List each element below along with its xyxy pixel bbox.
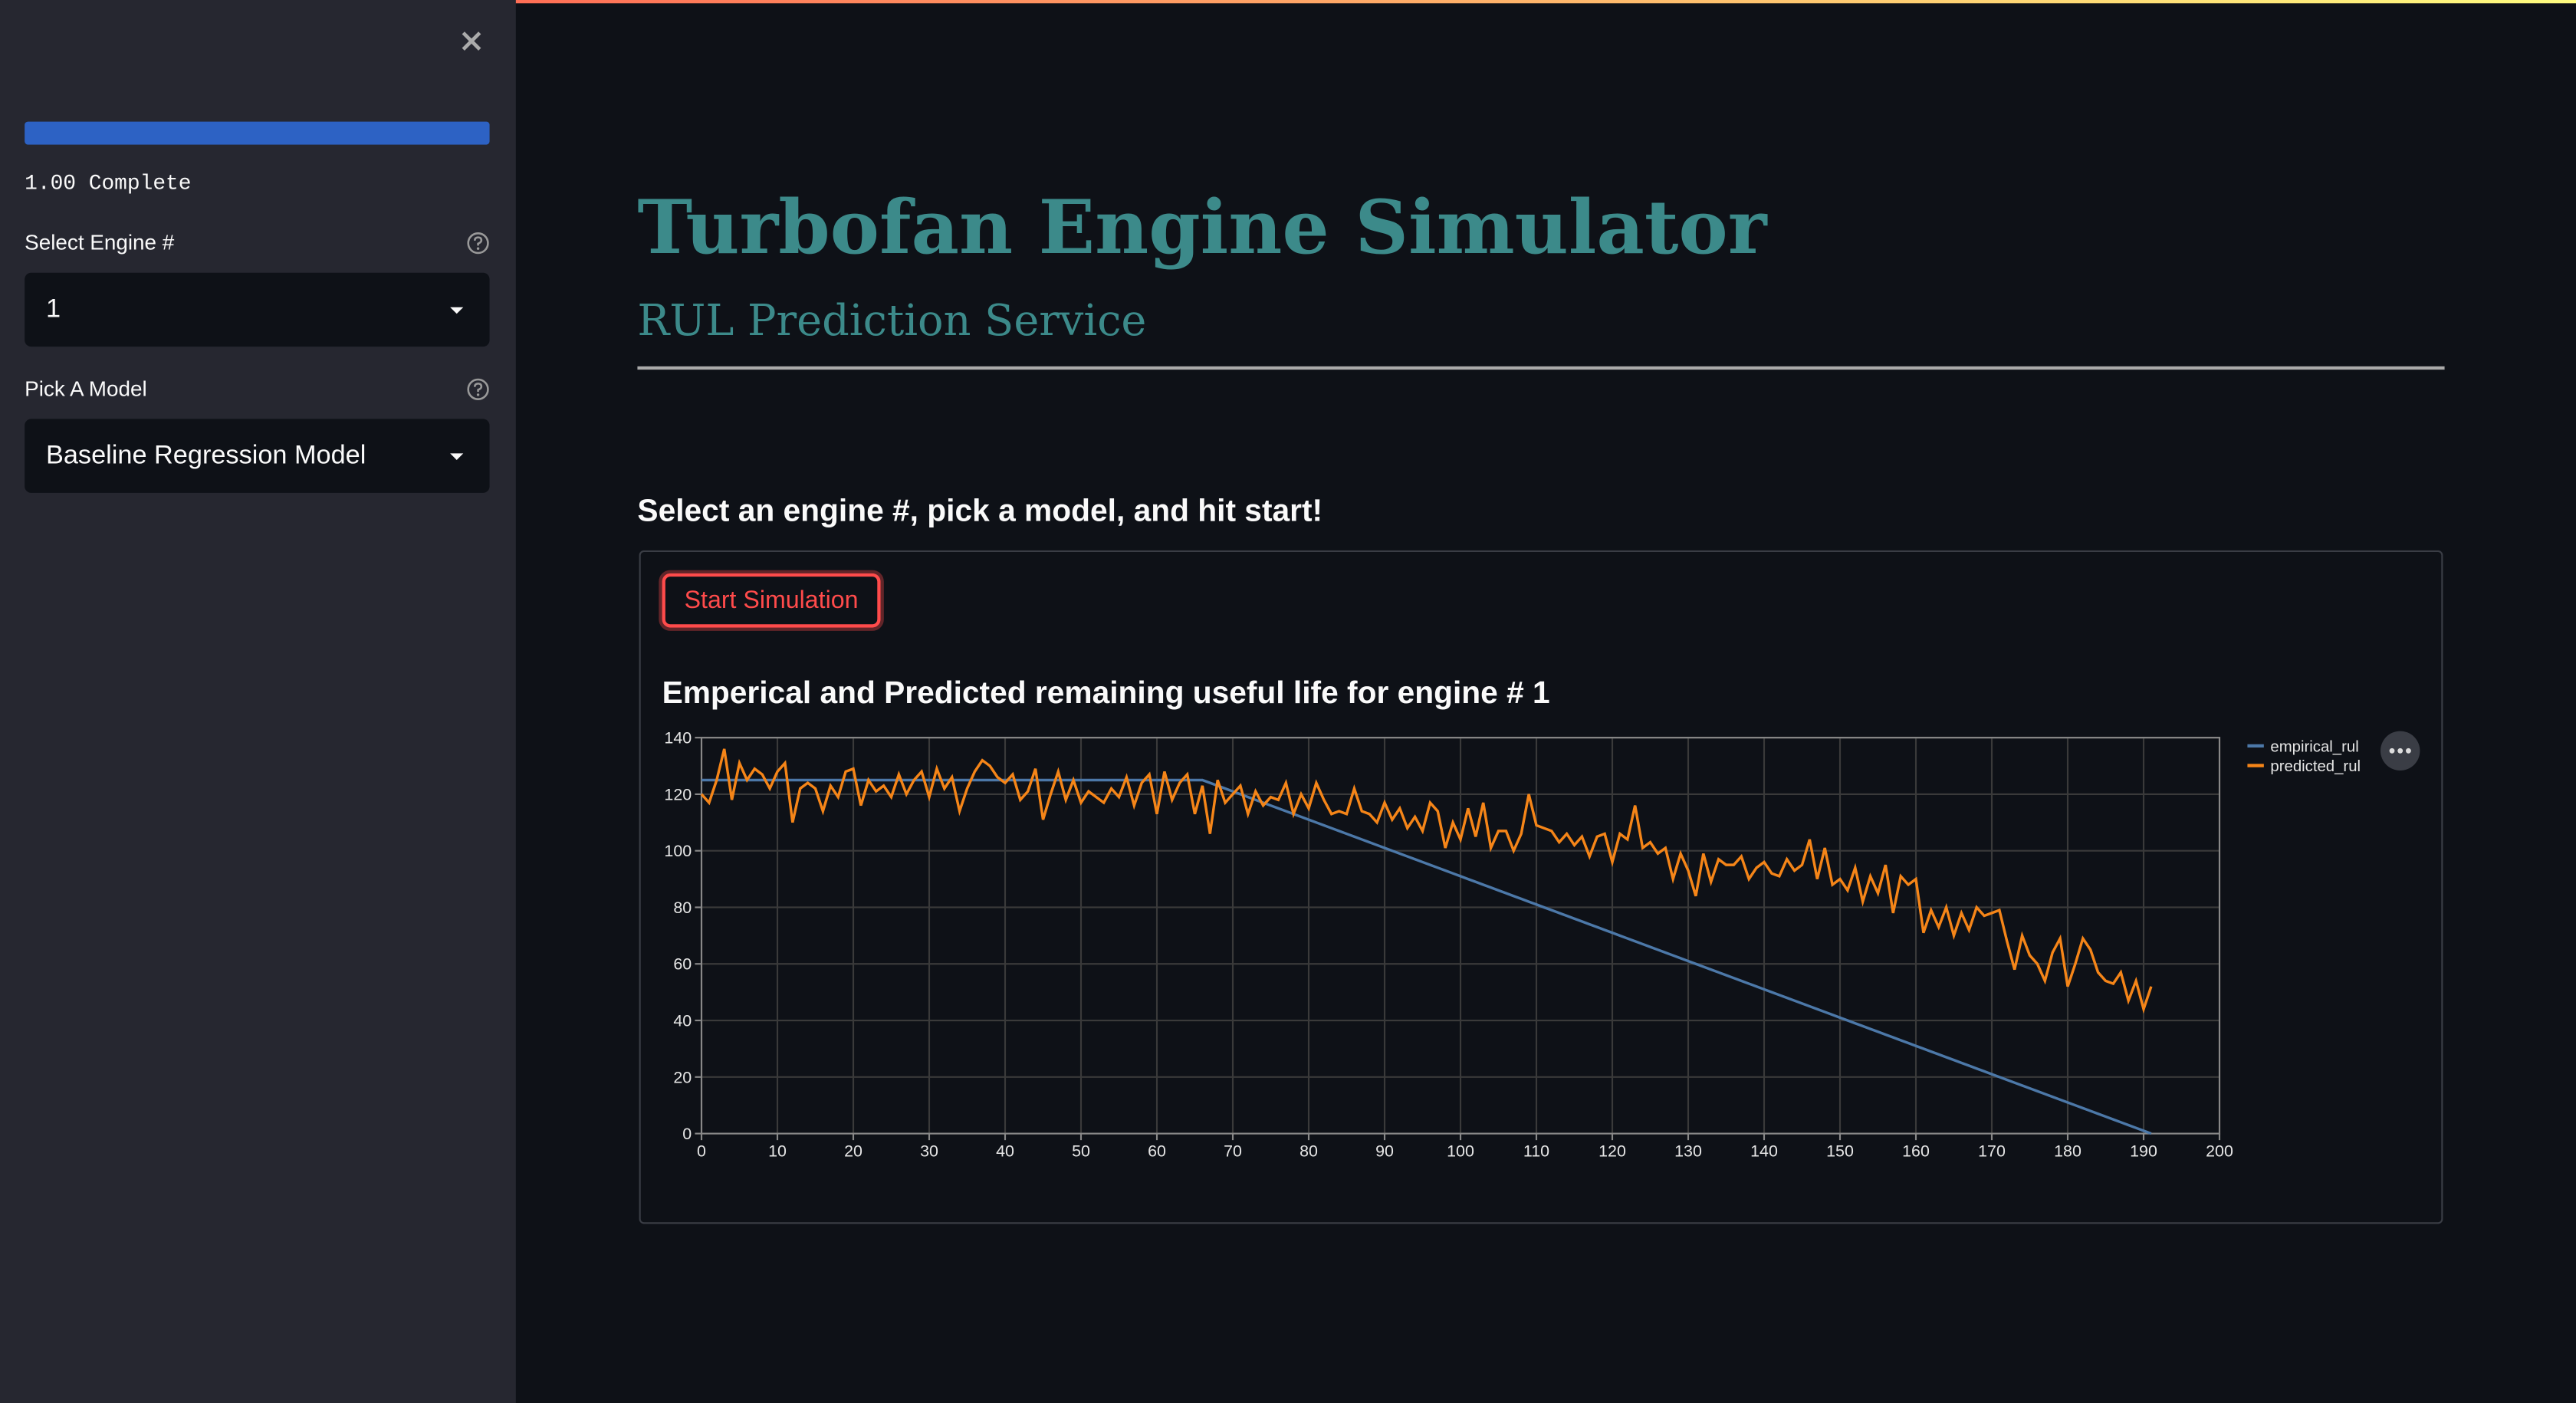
y-tick-label: 80: [673, 899, 692, 917]
x-tick-label: 70: [1224, 1142, 1242, 1161]
x-tick-label: 10: [768, 1142, 787, 1161]
legend-label: empirical_rul: [2270, 738, 2358, 755]
x-tick-label: 80: [1300, 1142, 1318, 1161]
model-label: Pick A Model: [25, 376, 147, 401]
chart: Emperical and Predicted remaining useful…: [662, 675, 2420, 1161]
instruction: Select an engine #, pick a model, and hi…: [637, 495, 1323, 529]
page-subtitle: RUL Prediction Service: [637, 297, 1147, 347]
close-button[interactable]: [458, 28, 485, 54]
engine-value: 1: [46, 295, 61, 324]
top-bar: [0, 0, 2576, 4]
help-icon[interactable]: [467, 232, 490, 255]
y-tick-label: 100: [664, 842, 692, 860]
x-tick-label: 90: [1375, 1142, 1394, 1161]
x-tick-label: 120: [1598, 1142, 1626, 1161]
help-icon[interactable]: [467, 378, 490, 401]
model-select[interactable]: Baseline Regression Model: [25, 419, 490, 493]
x-tick-label: 130: [1674, 1142, 1702, 1161]
x-tick-label: 110: [1523, 1142, 1549, 1161]
progress-bar: [25, 121, 490, 145]
sidebar: 1.00 Complete Select Engine # 1 Pick A M…: [0, 0, 516, 1403]
x-tick-label: 100: [1447, 1142, 1474, 1161]
container: [639, 550, 2443, 1224]
engine-select[interactable]: 1: [25, 272, 490, 347]
x-tick-label: 160: [1902, 1142, 1930, 1161]
data-line: [701, 778, 2152, 1135]
y-tick-label: 60: [673, 955, 692, 974]
y-tick-label: 20: [673, 1068, 692, 1086]
page-title: Turbofan Engine Simulator: [637, 184, 1767, 271]
x-tick-label: 150: [1826, 1142, 1854, 1161]
progress-label: 1.00 Complete: [25, 170, 192, 196]
engine-label: Select Engine #: [25, 230, 175, 255]
legend-label: predicted_rul: [2270, 758, 2361, 775]
menu-button[interactable]: [2380, 731, 2420, 770]
x-tick-label: 0: [697, 1142, 706, 1161]
y-tick-label: 0: [682, 1125, 692, 1143]
x-tick-label: 180: [2054, 1142, 2082, 1161]
y-tick-label: 40: [673, 1012, 692, 1030]
x-tick-label: 200: [2206, 1142, 2233, 1161]
divider: [637, 366, 2445, 370]
y-tick-label: 120: [664, 785, 692, 803]
data-line: [700, 748, 2153, 1014]
x-tick-label: 30: [920, 1142, 938, 1161]
start-button[interactable]: Start Simulation: [662, 573, 881, 628]
x-tick-label: 40: [996, 1142, 1014, 1161]
x-tick-label: 190: [2130, 1142, 2157, 1161]
x-tick-label: 140: [1750, 1142, 1778, 1161]
x-tick-label: 170: [1978, 1142, 2006, 1161]
x-tick-label: 20: [844, 1142, 863, 1161]
x-tick-label: 60: [1148, 1142, 1166, 1161]
chart-title: Emperical and Predicted remaining useful…: [662, 675, 1550, 710]
x-tick-label: 50: [1072, 1142, 1090, 1161]
model-value: Baseline Regression Model: [46, 442, 366, 470]
plot-frame: [700, 737, 2221, 1135]
y-tick-label: 140: [664, 729, 692, 748]
